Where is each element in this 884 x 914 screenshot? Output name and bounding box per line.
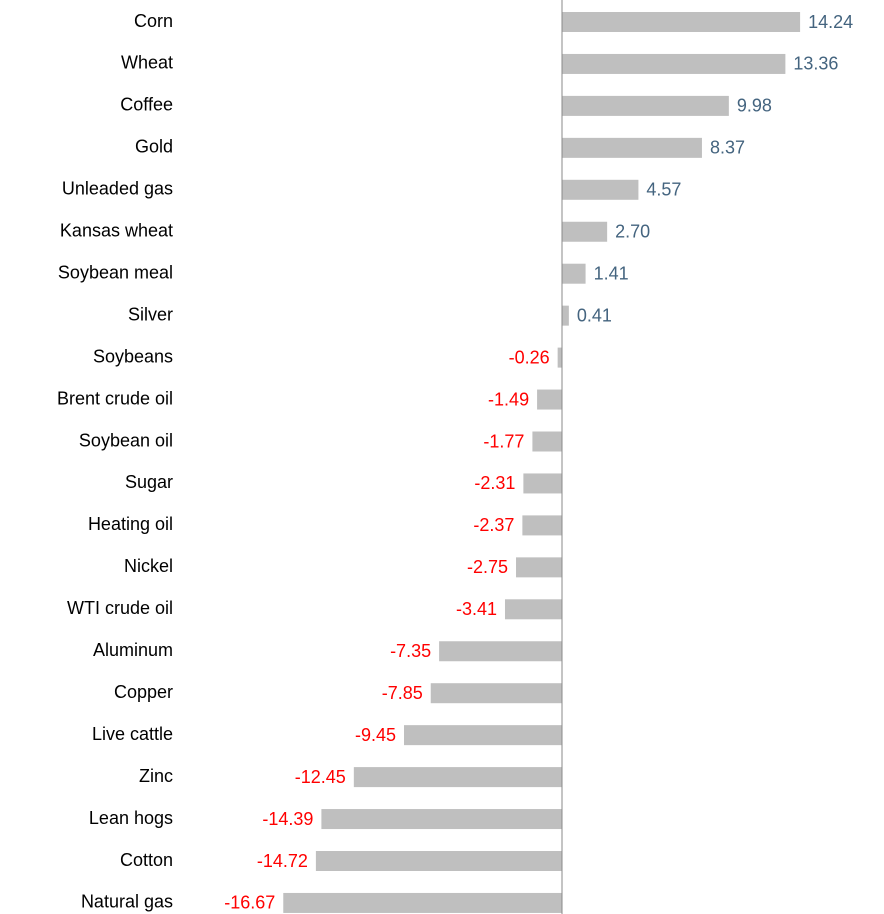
bar xyxy=(522,515,562,536)
category-label: Soybeans xyxy=(93,346,173,366)
bar xyxy=(562,53,786,74)
value-label: -2.31 xyxy=(474,473,515,493)
category-label: Silver xyxy=(128,304,173,324)
category-label: Live cattle xyxy=(92,724,173,744)
category-label: Soybean meal xyxy=(58,262,173,282)
category-label: Sugar xyxy=(125,472,173,492)
bar xyxy=(523,473,562,494)
bar xyxy=(562,305,569,326)
bar xyxy=(516,557,562,578)
category-label: Coffee xyxy=(120,95,173,115)
bar xyxy=(403,725,562,746)
value-label: -7.35 xyxy=(390,641,431,661)
value-label: -1.49 xyxy=(488,389,529,409)
value-label: 14.24 xyxy=(808,12,853,32)
value-label: 9.98 xyxy=(737,96,772,116)
value-label: 4.57 xyxy=(646,180,681,200)
bar xyxy=(283,892,562,913)
value-label: -2.37 xyxy=(473,515,514,535)
category-label: Zinc xyxy=(139,766,173,786)
value-label: 13.36 xyxy=(793,54,838,74)
value-label: 0.41 xyxy=(577,305,612,325)
value-label: 8.37 xyxy=(710,138,745,158)
category-label: WTI crude oil xyxy=(67,598,173,618)
value-label: -12.45 xyxy=(295,767,346,787)
category-label: Gold xyxy=(135,137,173,157)
bar xyxy=(562,137,702,158)
bar xyxy=(430,683,562,704)
category-label: Heating oil xyxy=(88,514,173,534)
bar xyxy=(562,221,608,242)
value-label: -16.67 xyxy=(224,893,275,913)
bar xyxy=(315,851,562,871)
category-label: Soybean oil xyxy=(79,430,173,450)
bar xyxy=(504,599,562,620)
category-label: Copper xyxy=(114,682,173,702)
bar xyxy=(562,179,639,200)
category-label: Unleaded gas xyxy=(62,179,173,199)
bar xyxy=(439,641,562,662)
bar xyxy=(562,12,801,32)
value-label: -2.75 xyxy=(467,557,508,577)
bar xyxy=(537,389,562,410)
bar xyxy=(562,263,586,284)
value-label: -14.72 xyxy=(257,851,308,871)
bar xyxy=(562,95,729,116)
category-label: Kansas wheat xyxy=(60,221,173,241)
category-label: Lean hogs xyxy=(89,808,173,828)
bar xyxy=(321,809,562,830)
value-label: -9.45 xyxy=(355,725,396,745)
bar xyxy=(532,431,562,452)
bar xyxy=(557,347,562,368)
value-label: 1.41 xyxy=(594,263,629,283)
category-label: Aluminum xyxy=(93,640,173,660)
category-label: Nickel xyxy=(124,556,173,576)
category-label: Wheat xyxy=(121,53,173,73)
bar xyxy=(353,767,562,788)
value-label: -7.85 xyxy=(382,683,423,703)
category-label: Corn xyxy=(134,11,173,31)
value-label: -14.39 xyxy=(262,809,313,829)
category-label: Brent crude oil xyxy=(57,388,173,408)
value-label: 2.70 xyxy=(615,222,650,242)
value-label: -0.26 xyxy=(509,347,550,367)
value-label: -1.77 xyxy=(483,431,524,451)
category-label: Cotton xyxy=(120,850,173,870)
value-label: -3.41 xyxy=(456,599,497,619)
category-label: Natural gas xyxy=(81,892,173,912)
